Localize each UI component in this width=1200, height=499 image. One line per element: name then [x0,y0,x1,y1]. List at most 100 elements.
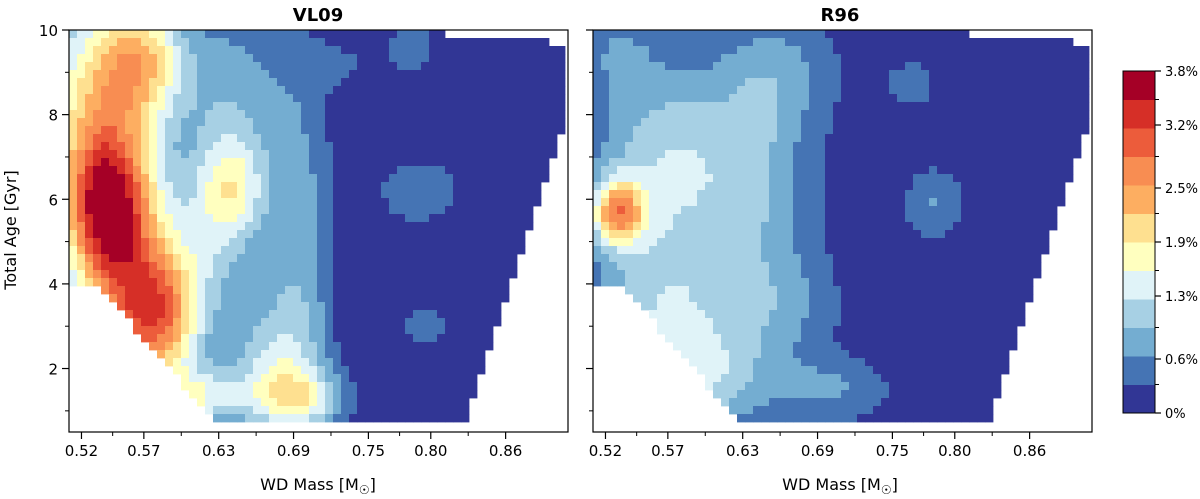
heatmap-cell [777,198,786,207]
heatmap-cell [713,78,722,87]
heatmap-cell [125,190,134,199]
heatmap-cell [309,86,318,95]
heatmap-cell [833,222,842,231]
heatmap-cell [429,262,438,271]
heatmap-cell [705,206,714,215]
heatmap-cell [405,86,414,95]
heatmap-cell [349,158,358,167]
heatmap-cell [245,126,254,135]
heatmap-cell [689,38,698,47]
heatmap-cell [277,78,286,87]
heatmap-cell [469,262,478,271]
heatmap-cell [181,118,190,127]
heatmap-cell [753,134,762,143]
heatmap-cell [1049,110,1058,119]
heatmap-cell [881,190,890,199]
heatmap-cell [961,118,970,127]
heatmap-cell [69,158,78,167]
heatmap-cell [317,214,326,223]
heatmap-cell [657,158,666,167]
heatmap-cell [429,166,438,175]
heatmap-cell [197,70,206,79]
heatmap-cell [841,254,850,263]
heatmap-cell [721,182,730,191]
heatmap-cell [929,310,938,319]
heatmap-cell [117,46,126,55]
heatmap-cell [993,294,1002,303]
heatmap-cell [833,270,842,279]
heatmap-cell [865,222,874,231]
heatmap-cell [729,46,738,55]
heatmap-cell [325,198,334,207]
heatmap-cell [261,38,270,47]
heatmap-cell [325,366,334,375]
heatmap-cell [93,78,102,87]
heatmap-cell [601,86,610,95]
heatmap-cell [477,238,486,247]
heatmap-cell [293,358,302,367]
heatmap-cell [101,118,110,127]
heatmap-cell [897,270,906,279]
heatmap-cell [301,342,310,351]
heatmap-cell [365,134,374,143]
heatmap-cell [777,270,786,279]
heatmap-cell [205,62,214,71]
heatmap-cell [697,270,706,279]
heatmap-cell [189,294,198,303]
heatmap-cell [461,158,470,167]
heatmap-cell [1017,158,1026,167]
heatmap-cell [125,86,134,95]
heatmap-cell [309,414,318,423]
heatmap-cell [897,94,906,103]
heatmap-cell [525,134,534,143]
heatmap-cell [1049,102,1058,111]
heatmap-cell [697,182,706,191]
heatmap-cell [689,334,698,343]
heatmap-cell [125,70,134,79]
heatmap-cell [165,70,174,79]
heatmap-cell [857,126,866,135]
heatmap-cell [889,118,898,127]
heatmap-cell [897,174,906,183]
heatmap-cell [721,38,730,47]
heatmap-cell [865,286,874,295]
heatmap-cell [673,302,682,311]
heatmap-cell [745,158,754,167]
heatmap-cell [373,46,382,55]
heatmap-cell [253,134,262,143]
heatmap-cell [1009,310,1018,319]
heatmap-cell [689,318,698,327]
heatmap-cell [657,302,666,311]
heatmap-cell [357,406,366,415]
heatmap-cell [237,134,246,143]
heatmap-cell [229,54,238,63]
heatmap-cell [905,174,914,183]
heatmap-cell [705,86,714,95]
heatmap-cell [1001,46,1010,55]
heatmap-cell [729,286,738,295]
heatmap-cell [525,46,534,55]
heatmap-cell [625,62,634,71]
heatmap-cell [745,262,754,271]
heatmap-cell [285,238,294,247]
heatmap-cell [633,190,642,199]
heatmap-cell [913,310,922,319]
heatmap-cell [349,246,358,255]
heatmap-cell [961,262,970,271]
heatmap-cell [189,262,198,271]
heatmap-cell [453,142,462,151]
heatmap-cell [1001,126,1010,135]
heatmap-cell [633,206,642,215]
heatmap-cell [101,158,110,167]
heatmap-cell [333,118,342,127]
heatmap-cell [317,262,326,271]
heatmap-cell [761,318,770,327]
heatmap-cell [809,86,818,95]
heatmap-cell [301,286,310,295]
heatmap-cell [469,246,478,255]
heatmap-cell [1017,318,1026,327]
heatmap-cell [469,214,478,223]
heatmap-cell [753,206,762,215]
heatmap-cell [681,198,690,207]
heatmap-cell [945,174,954,183]
